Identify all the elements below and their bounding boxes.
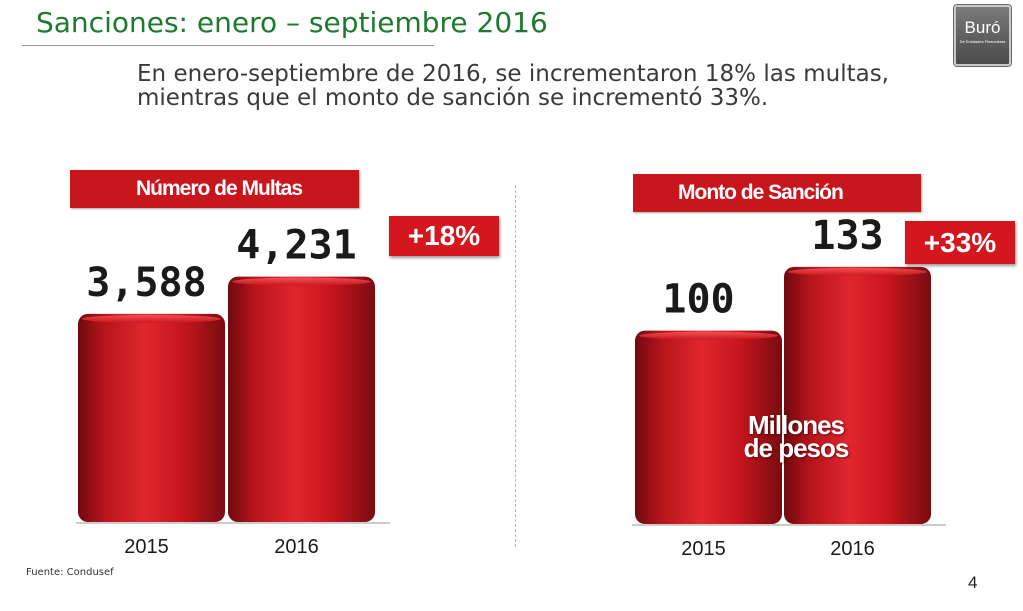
value-label-monto-2016: 133 [811,213,883,259]
panel-label-monto: Monto de Sanción [633,174,921,212]
unit-label: Millones de pesos [736,410,856,463]
value-label-monto-2015: 100 [662,277,734,323]
tick-label-multas-2016: 2016 [274,536,319,558]
bar-multas-2016 [228,276,375,522]
chart-monto-sancion: 100 2015 133 2016 [632,213,946,560]
tick-label-monto-2015: 2015 [681,538,726,560]
chart-numero-multas: 3,588 2015 4,231 2016 [76,223,390,558]
bar-top-monto-2015 [639,331,778,340]
logo-sub-text: De Entidades Financieras [959,39,1006,44]
bar-top-multas-2016 [232,277,371,286]
summary-text: En enero-septiembre de 2016, se incremen… [137,61,889,111]
source-note: Fuente: Condusef [26,567,114,578]
unit-label-line2: de pesos [743,433,850,463]
title-underline [22,45,434,46]
badge-multas-increase: +18% [389,216,499,256]
page-title: Sanciones: enero – septiembre 2016 [36,6,548,39]
logo-main-text: Buró [964,18,1001,37]
panel-label-multas: Número de Multas [70,170,359,208]
panel-divider [515,185,516,547]
bar-top-multas-2015 [82,314,221,323]
bar-monto-2016 [784,266,931,524]
unit-label-line1: Millones [747,410,845,440]
bar-monto-2015 [635,330,782,524]
value-label-multas-2015: 3,588 [86,260,206,306]
tick-label-multas-2015: 2015 [124,536,169,558]
buro-logo: Buró De Entidades Financieras [954,5,1011,66]
badge-monto-increase: +33% [905,221,1015,264]
bar-multas-2015 [78,313,225,522]
page-number: 4 [968,573,978,592]
tick-label-monto-2016: 2016 [830,538,875,560]
value-label-multas-2016: 4,231 [236,223,356,269]
bar-top-monto-2016 [788,267,927,276]
